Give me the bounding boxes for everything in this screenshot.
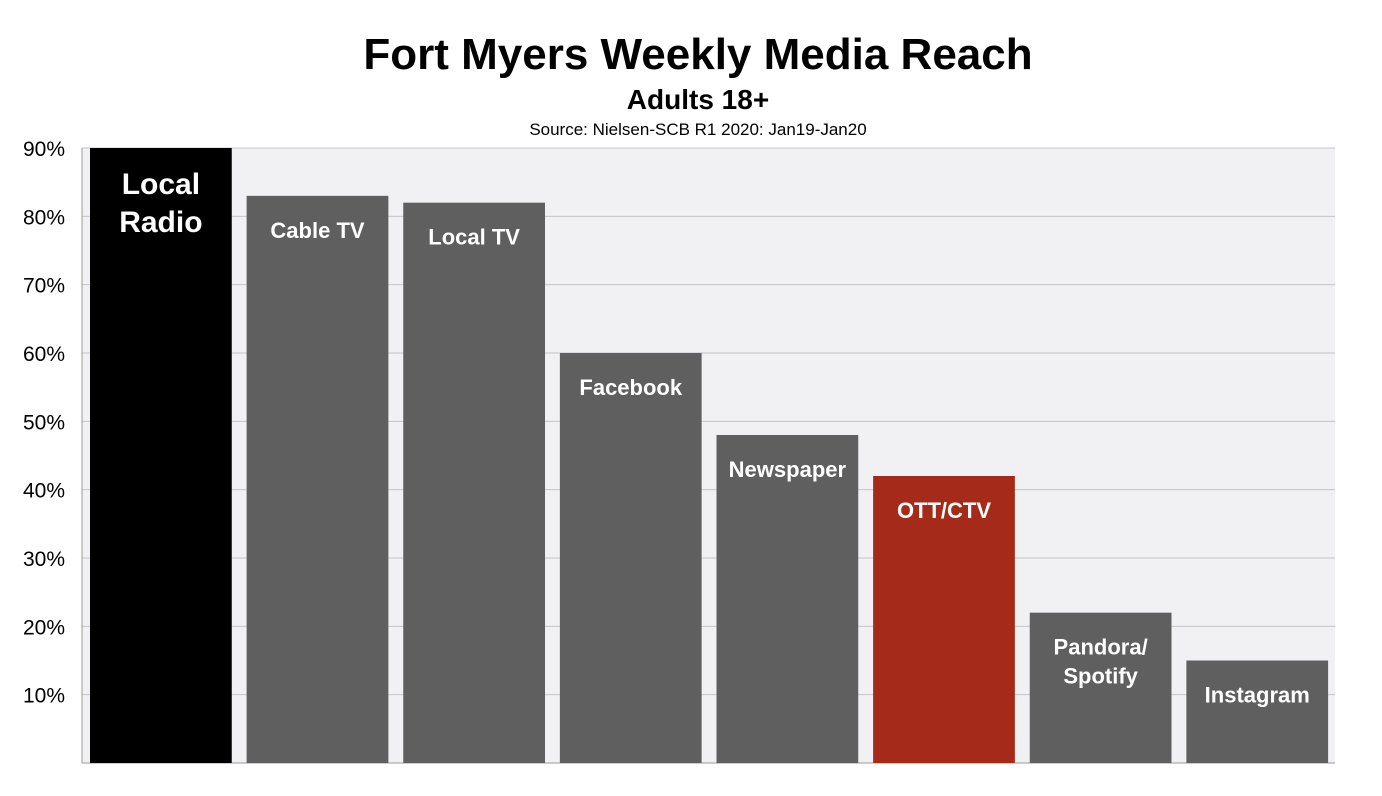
bar bbox=[1186, 660, 1329, 763]
y-tick-label: 10% bbox=[23, 685, 65, 708]
y-tick-label: 80% bbox=[23, 206, 65, 229]
bar-label: Cable TV bbox=[270, 218, 364, 243]
bar bbox=[559, 353, 702, 763]
bar bbox=[873, 476, 1015, 763]
bar bbox=[90, 148, 232, 763]
y-tick-label: 40% bbox=[23, 480, 65, 503]
bar-label: Spotify bbox=[1063, 664, 1138, 689]
y-tick-label: 60% bbox=[23, 343, 65, 366]
bar-label: Instagram bbox=[1205, 683, 1310, 708]
bar bbox=[1029, 612, 1172, 763]
bar bbox=[716, 435, 859, 763]
y-tick-label: 50% bbox=[23, 411, 65, 434]
y-tick-label: 90% bbox=[23, 138, 65, 161]
bar-label: Local TV bbox=[428, 225, 520, 250]
chart-title: Fort Myers Weekly Media Reach bbox=[363, 30, 1033, 79]
bar-label: OTT/CTV bbox=[897, 498, 991, 523]
chart-source: Source: Nielsen-SCB R1 2020: Jan19-Jan20 bbox=[529, 120, 867, 139]
y-tick-label: 70% bbox=[23, 275, 65, 298]
bar-label: Facebook bbox=[579, 375, 682, 400]
y-tick-label: 20% bbox=[23, 616, 65, 639]
bar bbox=[403, 202, 545, 763]
chart-subtitle: Adults 18+ bbox=[626, 84, 770, 115]
bar-label: Pandora/ bbox=[1054, 635, 1148, 660]
bar-label: Local bbox=[122, 168, 200, 201]
bar bbox=[246, 195, 389, 764]
y-tick-label: 30% bbox=[23, 548, 65, 571]
bar-label: Newspaper bbox=[729, 457, 847, 482]
bar-label: Radio bbox=[119, 206, 202, 239]
